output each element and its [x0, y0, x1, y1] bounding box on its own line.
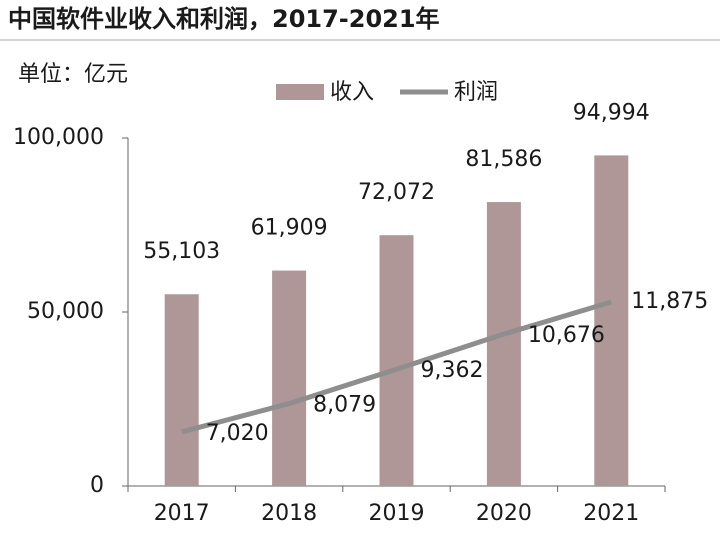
y-tick-label: 0 — [90, 473, 104, 498]
bar — [379, 235, 414, 486]
line-value-label: 10,676 — [528, 323, 605, 348]
x-tick-label: 2021 — [583, 501, 639, 526]
legend-swatch — [276, 84, 324, 100]
bar — [272, 270, 307, 486]
y-tick-label: 50,000 — [27, 299, 104, 324]
line-value-label: 7,020 — [206, 421, 269, 446]
bar-value-label: 55,103 — [143, 239, 220, 264]
legend-label: 利润 — [454, 80, 498, 105]
x-tick-label: 2019 — [369, 501, 425, 526]
bar — [594, 155, 629, 486]
x-tick-label: 2017 — [154, 501, 210, 526]
bar-value-label: 94,994 — [573, 100, 650, 125]
unit-label: 单位：亿元 — [18, 62, 128, 87]
y-tick-label: 100,000 — [13, 125, 104, 150]
bar — [486, 202, 521, 486]
x-tick-label: 2020 — [476, 501, 532, 526]
bar-value-label: 72,072 — [358, 180, 435, 205]
chart-title: 中国软件业收入和利润，2017-2021年 — [8, 5, 440, 33]
x-tick-label: 2018 — [261, 501, 317, 526]
profit-line — [181, 299, 613, 435]
legend-label: 收入 — [330, 80, 374, 105]
line-value-label: 9,362 — [421, 358, 484, 383]
line-value-label: 11,875 — [631, 289, 708, 314]
line-value-label: 8,079 — [313, 393, 376, 418]
bar — [164, 294, 199, 486]
bar-value-label: 81,586 — [465, 147, 542, 172]
bar-value-label: 61,909 — [251, 216, 328, 241]
